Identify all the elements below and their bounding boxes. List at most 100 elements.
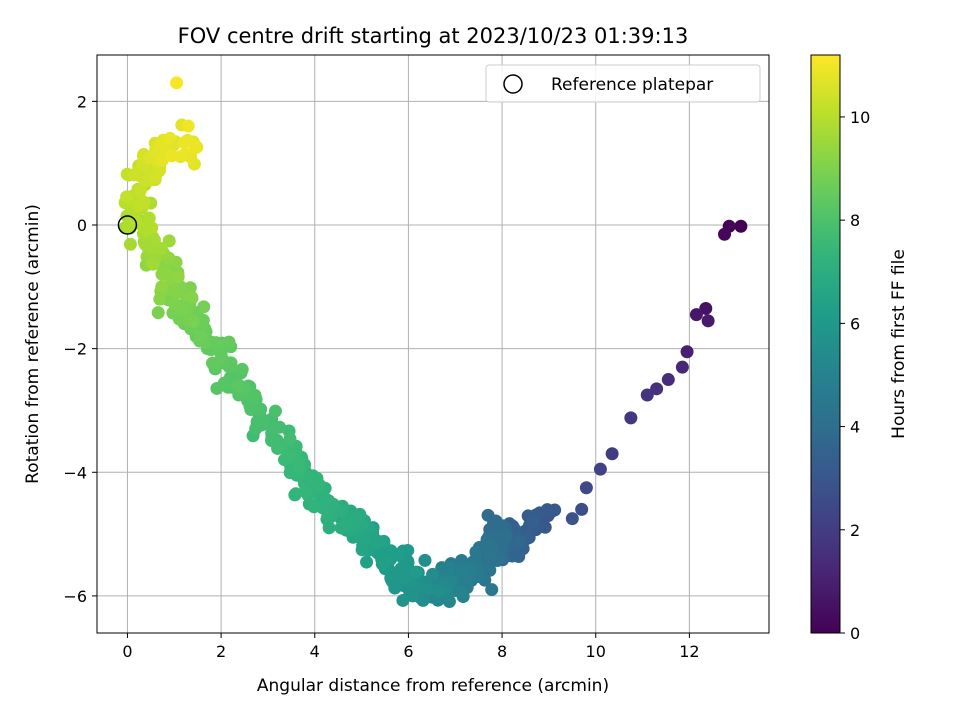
scatter-point xyxy=(188,141,202,155)
scatter-point xyxy=(167,296,181,310)
legend: Reference platepar xyxy=(485,64,761,103)
scatter-point xyxy=(455,585,469,599)
scatter-point xyxy=(699,301,713,315)
x-tick-label: 2 xyxy=(216,642,226,661)
scatter-point xyxy=(540,503,554,517)
scatter-point xyxy=(624,411,638,425)
scatter-point xyxy=(181,119,195,133)
scatter-point xyxy=(421,582,435,596)
scatter-point xyxy=(177,136,191,150)
scatter-point xyxy=(142,211,156,225)
x-axis-label: Angular distance from reference (arcmin) xyxy=(257,676,609,696)
scatter-point xyxy=(193,329,207,343)
scatter-point xyxy=(170,76,184,90)
scatter-point xyxy=(579,481,593,495)
colorbar-label: Hours from first FF file xyxy=(889,249,909,439)
scatter-point xyxy=(231,379,245,393)
x-tick-label: 12 xyxy=(679,642,699,661)
y-tick-label: −2 xyxy=(63,340,87,359)
scatter-point xyxy=(409,565,423,579)
y-tick-label: 0 xyxy=(77,216,87,235)
y-axis-label: Rotation from reference (arcmin) xyxy=(23,204,43,484)
scatter-point xyxy=(512,534,526,548)
scatter-point xyxy=(718,227,732,241)
x-tick-label: 8 xyxy=(497,642,507,661)
y-tick-label: −4 xyxy=(63,463,87,482)
scatter-point xyxy=(146,257,160,271)
scatter-point xyxy=(593,462,607,476)
scatter-point xyxy=(154,139,168,153)
scatter-point xyxy=(163,131,177,145)
scatter-point xyxy=(689,308,703,322)
y-tick-label: −6 xyxy=(63,587,87,606)
scatter-point xyxy=(319,492,333,506)
chart-title: FOV centre drift starting at 2023/10/23 … xyxy=(178,24,689,48)
scatter-point xyxy=(250,415,264,429)
scatter-point xyxy=(310,471,324,485)
colorbar-tick-label: 8 xyxy=(850,211,860,230)
colorbar-tick-label: 10 xyxy=(850,108,870,127)
scatter-point xyxy=(205,356,219,370)
x-tick-label: 0 xyxy=(122,642,132,661)
colorbar-tick-label: 0 xyxy=(850,624,860,643)
scatter-point xyxy=(435,561,449,575)
scatter-point xyxy=(186,314,200,328)
scatter-points xyxy=(118,76,748,609)
scatter-point xyxy=(307,500,321,514)
scatter-point xyxy=(235,362,249,376)
scatter-point xyxy=(481,508,495,522)
scatter-point xyxy=(526,515,540,529)
y-axis-ticks: −6 −4 −2 0 2 xyxy=(63,92,97,606)
scatter-point xyxy=(565,512,579,526)
scatter-point xyxy=(184,290,198,304)
scatter-point xyxy=(480,536,494,550)
x-axis-ticks: 0 2 4 6 8 10 12 xyxy=(122,633,700,661)
scatter-point xyxy=(197,300,211,314)
scatter-point xyxy=(322,521,336,535)
colorbar-fill xyxy=(810,54,841,634)
scatter-point xyxy=(178,147,192,161)
plot-frame xyxy=(96,54,770,634)
scatter-point xyxy=(171,270,185,284)
x-tick-label: 4 xyxy=(310,642,320,661)
scatter-point xyxy=(145,221,159,235)
legend-marker-icon xyxy=(503,74,523,94)
colorbar-tick-label: 4 xyxy=(850,418,860,437)
scatter-point xyxy=(355,543,369,557)
colorbar: 0 2 4 6 8 10 Hours from first FF file xyxy=(810,54,909,643)
scatter-point xyxy=(469,545,483,559)
scatter-point xyxy=(396,593,410,607)
scatter-point xyxy=(155,280,169,294)
scatter-point xyxy=(162,234,176,248)
scatter-point xyxy=(283,432,297,446)
scatter-point xyxy=(375,557,389,571)
scatter-point xyxy=(385,569,399,583)
colorbar-ticks: 0 2 4 6 8 10 xyxy=(840,108,870,643)
scatter-point xyxy=(210,381,224,395)
legend-entry-reference: Reference platepar xyxy=(551,75,713,95)
scatter-point xyxy=(485,583,499,597)
scatter-point xyxy=(298,484,312,498)
scatter-point xyxy=(155,267,169,281)
scatter-point xyxy=(575,502,589,516)
x-tick-label: 6 xyxy=(403,642,413,661)
scatter-point xyxy=(701,314,715,328)
scatter-point xyxy=(222,335,236,349)
scatter-point xyxy=(120,190,134,204)
scatter-point xyxy=(209,336,223,350)
scatter-point xyxy=(680,345,694,359)
scatter-point xyxy=(418,553,432,567)
scatter-point xyxy=(734,219,748,233)
scatter-point xyxy=(432,583,446,597)
scatter-point xyxy=(360,555,374,569)
colorbar-tick-label: 6 xyxy=(850,314,860,333)
scatter-point xyxy=(267,421,281,435)
scatter-point xyxy=(675,360,689,374)
scatter-point xyxy=(605,447,619,461)
reference-platepar-marker xyxy=(117,215,138,235)
scatter-point xyxy=(640,388,654,402)
scatter-point xyxy=(661,373,675,387)
scatter-point xyxy=(123,237,137,251)
scatter-point xyxy=(133,184,147,198)
